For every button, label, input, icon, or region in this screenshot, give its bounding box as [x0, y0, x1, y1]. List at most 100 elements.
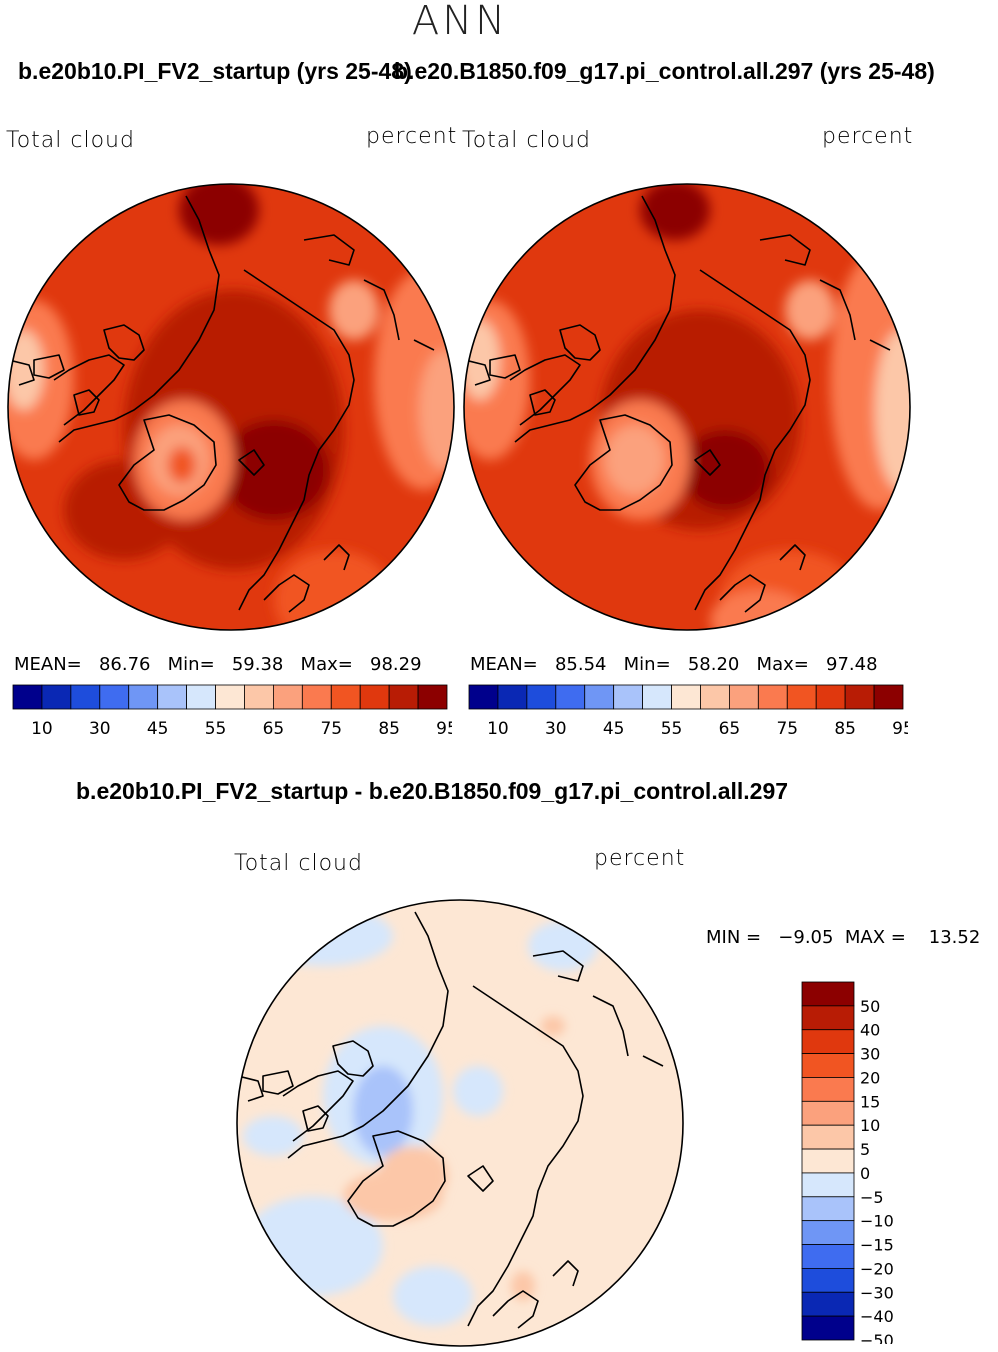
colorbar-left: 10 30 45 55 65 75 85 95: [12, 684, 452, 739]
diff-field-positive: [511, 1271, 535, 1301]
field-east-left: [419, 350, 454, 470]
colorbar-swatch: [417, 684, 448, 710]
colorbar-swatch: [801, 1172, 855, 1198]
min-value-left: 59.38: [231, 654, 284, 675]
colorbar-swatch: [526, 684, 557, 710]
colorbar-tick-label: 10: [860, 1116, 880, 1135]
colorbar-swatch: [801, 1244, 855, 1269]
variable-label-diff: Total cloud: [234, 851, 363, 876]
map-border-left: [7, 183, 455, 631]
colorbar-swatch: [157, 684, 188, 710]
colorbar-tick-label: 95: [436, 719, 452, 739]
colorbar-swatch: [99, 684, 130, 710]
colorbar-tick-label: 20: [860, 1068, 880, 1087]
colorbar-tick-label: 0: [860, 1164, 870, 1183]
colorbar-swatch: [215, 684, 245, 710]
polar-map-difference: [236, 899, 684, 1347]
variable-label-left: Total cloud: [6, 128, 135, 153]
colorbar-swatch: [801, 1148, 855, 1174]
colorbar-swatch: [186, 684, 216, 710]
colorbar-tick-label: 65: [263, 719, 285, 739]
coastlines-difference: [237, 911, 664, 1329]
colorbar-tick-label: 65: [719, 719, 741, 739]
colorbar-swatch: [642, 684, 672, 710]
colorbar-tick-label: 10: [31, 719, 53, 739]
diff-field-negative: [253, 906, 393, 966]
colorbar-tick-label: 30: [860, 1045, 880, 1064]
colorbar-swatch: [801, 1005, 855, 1031]
colorbar-tick-label: −40: [860, 1307, 894, 1326]
colorbar-swatch: [801, 1196, 855, 1222]
stats-right: MEAN= 85.54 Min= 58.20 Max= 97.48: [470, 654, 878, 675]
polar-map-left: [7, 183, 455, 631]
diff-field-positive: [378, 1146, 448, 1206]
colorbar-swatch: [844, 684, 875, 710]
colorbar-tick-label: 95: [892, 719, 908, 739]
colorbar-swatch: [801, 1267, 855, 1293]
variable-label-right: Total cloud: [462, 128, 591, 153]
colorbar-tick-label: −20: [860, 1259, 894, 1278]
colorbar-tick-label: 75: [320, 719, 342, 739]
colorbar-swatch: [801, 1100, 855, 1126]
colorbar-swatch: [330, 684, 361, 710]
diff-min-label: MIN =: [706, 927, 762, 948]
colorbar-tick-label: 85: [378, 719, 400, 739]
units-label-right: percent: [822, 124, 914, 149]
stats-left: MEAN= 86.76 Min= 59.38 Max= 98.29: [14, 654, 422, 675]
max-value-right: 97.48: [826, 654, 878, 675]
field-patch-right: [785, 280, 835, 340]
colorbar-swatch: [272, 684, 303, 710]
min-value-right: 58.20: [687, 654, 740, 675]
diff-field-negative: [528, 921, 598, 971]
map-border-difference: [236, 899, 684, 1347]
coastlines-right: [464, 195, 891, 613]
case-title-left: b.e20b10.PI_FV2_startup (yrs 25-48): [18, 58, 412, 84]
mean-value-left: 86.76: [98, 654, 151, 675]
colorbar-tick-label: 50: [860, 997, 880, 1016]
max-label-right: Max=: [756, 654, 809, 675]
max-label-left: Max=: [300, 654, 353, 675]
map-border-right: [463, 183, 911, 631]
colorbar-swatch: [801, 1124, 855, 1150]
difference-title: b.e20b10.PI_FV2_startup - b.e20.B1850.f0…: [76, 778, 789, 804]
units-label-left: percent: [366, 124, 458, 149]
colorbar-swatch: [873, 684, 904, 710]
colorbar-swatch: [359, 684, 390, 710]
colorbar-swatch: [700, 684, 730, 710]
field-east-right: [875, 330, 910, 490]
colorbar-swatch: [388, 684, 419, 710]
colorbar-tick-label: 45: [147, 719, 169, 739]
field-greenland-right: [605, 425, 665, 495]
colorbar-tick-label: −10: [860, 1212, 894, 1231]
coastlines-left: [8, 195, 435, 613]
colorbar-tick-label: 75: [776, 719, 798, 739]
diff-field-negative: [393, 1266, 473, 1326]
colorbar-swatch: [801, 1077, 855, 1102]
field-maximum-right: [640, 184, 710, 240]
colorbar-tick-label: 30: [89, 719, 111, 739]
polar-map-right: [463, 183, 911, 631]
colorbar-tick-label: 55: [661, 719, 683, 739]
colorbar-swatch: [801, 1220, 855, 1245]
case-title-right: b.e20.B1850.f09_g17.pi_control.all.297 (…: [394, 58, 935, 84]
field-patch-left: [329, 280, 379, 340]
colorbar-swatch: [757, 684, 788, 710]
colorbar-swatch: [613, 684, 644, 710]
diff-minmax: MIN = −9.05 MAX = 13.52: [706, 927, 980, 948]
field-maximum-left: [219, 420, 329, 520]
colorbar-swatch: [801, 1029, 855, 1055]
min-label-left: Min=: [167, 654, 215, 675]
colorbar-tick-label: −5: [860, 1188, 884, 1207]
colorbar-swatch: [801, 1053, 855, 1078]
colorbar-tick-label: 15: [860, 1092, 880, 1111]
colorbar-swatch: [728, 684, 759, 710]
mean-value-right: 85.54: [554, 654, 607, 675]
colorbar-swatch: [244, 684, 274, 710]
field-ocean-left: [8, 330, 44, 410]
colorbar-swatch: [301, 684, 332, 710]
colorbar-swatch: [786, 684, 817, 710]
colorbar-tick-label: 30: [545, 719, 567, 739]
colorbar-swatch: [801, 981, 855, 1007]
colorbar-swatch: [12, 684, 43, 710]
